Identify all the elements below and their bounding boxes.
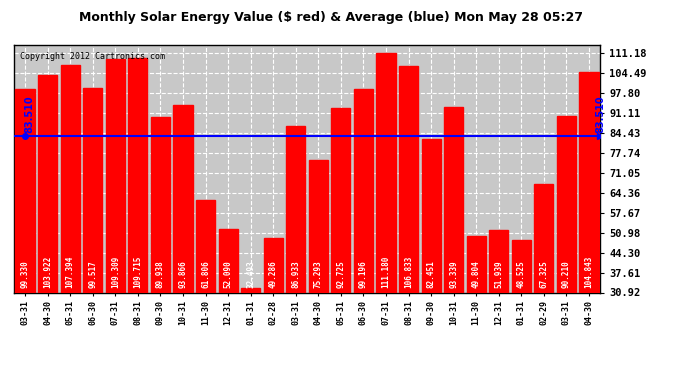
Bar xyxy=(38,75,57,375)
Text: 111.180: 111.180 xyxy=(382,256,391,288)
Text: 99.330: 99.330 xyxy=(21,260,30,288)
Text: 99.517: 99.517 xyxy=(88,260,97,288)
Bar xyxy=(422,139,441,375)
Bar xyxy=(377,53,395,375)
Text: 52.090: 52.090 xyxy=(224,260,233,288)
Bar xyxy=(399,66,418,375)
Bar xyxy=(580,72,599,375)
Text: 99.196: 99.196 xyxy=(359,260,368,288)
Text: 67.325: 67.325 xyxy=(540,260,549,288)
Text: 89.938: 89.938 xyxy=(156,260,165,288)
Text: 103.922: 103.922 xyxy=(43,256,52,288)
Text: 83.510: 83.510 xyxy=(595,95,605,133)
Text: 93.866: 93.866 xyxy=(179,260,188,288)
Text: 82.451: 82.451 xyxy=(426,260,435,288)
Bar xyxy=(173,105,193,375)
Text: 51.939: 51.939 xyxy=(494,260,503,288)
Bar xyxy=(264,238,283,375)
Text: 90.210: 90.210 xyxy=(562,260,571,288)
Bar xyxy=(83,88,102,375)
Bar xyxy=(241,288,260,375)
Bar xyxy=(308,160,328,375)
Text: 75.293: 75.293 xyxy=(314,260,323,288)
Bar xyxy=(444,106,463,375)
Text: Monthly Solar Energy Value ($ red) & Average (blue) Mon May 28 05:27: Monthly Solar Energy Value ($ red) & Ave… xyxy=(79,11,583,24)
Bar xyxy=(15,89,34,375)
Text: 106.833: 106.833 xyxy=(404,256,413,288)
Bar xyxy=(512,240,531,375)
Text: 107.394: 107.394 xyxy=(66,256,75,288)
Text: 86.933: 86.933 xyxy=(291,260,300,288)
Bar xyxy=(196,201,215,375)
Bar xyxy=(61,64,80,375)
Text: 32.493: 32.493 xyxy=(246,260,255,288)
Text: 109.309: 109.309 xyxy=(111,256,120,288)
Text: 109.715: 109.715 xyxy=(133,256,142,288)
Bar xyxy=(557,116,576,375)
Text: 49.804: 49.804 xyxy=(472,260,481,288)
Text: Copyright 2012 Cartronics.com: Copyright 2012 Cartronics.com xyxy=(19,53,165,62)
Bar xyxy=(489,230,509,375)
Bar xyxy=(466,236,486,375)
Bar xyxy=(219,230,237,375)
Text: 83.510: 83.510 xyxy=(25,95,34,133)
Text: 61.806: 61.806 xyxy=(201,260,210,288)
Text: 92.725: 92.725 xyxy=(337,260,346,288)
Text: 49.286: 49.286 xyxy=(268,260,277,288)
Bar xyxy=(151,117,170,375)
Text: 104.843: 104.843 xyxy=(584,256,593,288)
Bar xyxy=(331,108,351,375)
Text: 48.525: 48.525 xyxy=(517,260,526,288)
Bar xyxy=(354,89,373,375)
Bar xyxy=(534,184,553,375)
Bar xyxy=(128,58,148,375)
Bar xyxy=(286,126,306,375)
Bar xyxy=(106,59,125,375)
Text: 93.339: 93.339 xyxy=(449,260,458,288)
